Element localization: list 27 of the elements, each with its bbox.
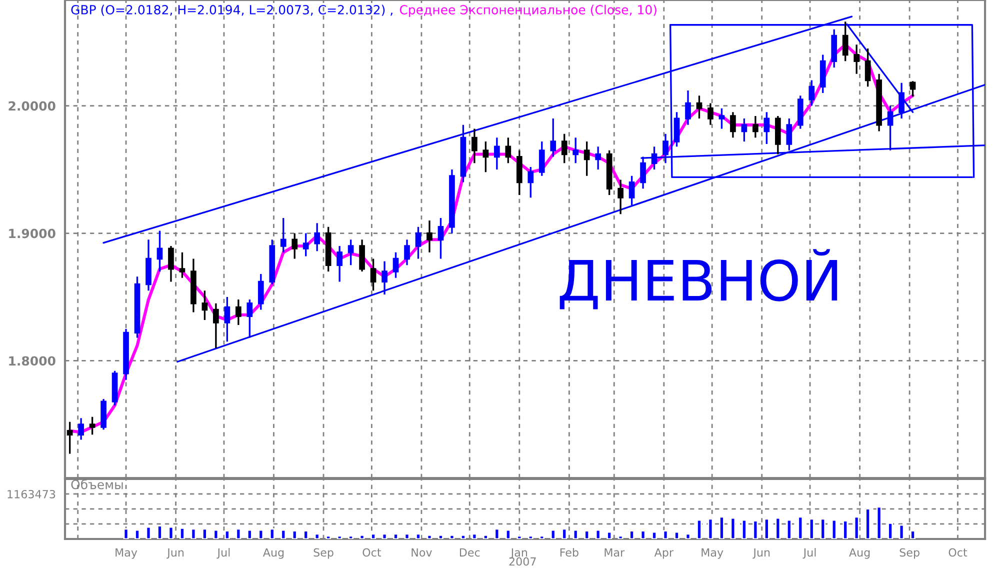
chart-title: Объемы xyxy=(71,479,123,490)
x-tick-label: Feb xyxy=(560,548,578,557)
text: Среднее Экспоненциальное (Close, 10) xyxy=(400,4,656,17)
x-tick-label: Apr xyxy=(654,548,674,559)
x-tick-label: Jan xyxy=(510,548,528,559)
y-tick-label: 1.8000 xyxy=(9,356,56,366)
x-tick-label: Sep xyxy=(900,548,920,559)
y-tick-label: 1.9000 xyxy=(9,228,56,238)
x-tick-label: Aug xyxy=(849,548,870,559)
x-tick-label: Jul xyxy=(216,548,230,559)
x-tick-label: Sep xyxy=(314,548,334,559)
x-tick-label: Jun xyxy=(752,548,770,559)
x-tick-label: Nov xyxy=(412,548,432,557)
x-tick-label: Jun xyxy=(166,548,184,559)
chart-title: GBP (O=2.0182, H=2.0194, L=2.0073, C=2.0132) , xyxy=(71,4,392,16)
annotation: ДНЕВНОЙ xyxy=(560,249,838,310)
x-tick-label: Oct xyxy=(948,548,968,557)
text: 2007 xyxy=(509,557,536,566)
x-tick-label: May xyxy=(116,548,138,559)
x-tick-label: Dec xyxy=(460,548,480,557)
x-tick-label: Oct xyxy=(362,548,382,557)
x-tick-label: Mar xyxy=(604,548,625,557)
y-tick-label: 1163473 xyxy=(8,490,56,498)
y-tick-label: 2.0000 xyxy=(8,101,56,111)
x-tick-label: Jul xyxy=(802,548,816,559)
x-tick-label: Aug xyxy=(262,548,284,559)
x-tick-label: May xyxy=(702,548,724,559)
